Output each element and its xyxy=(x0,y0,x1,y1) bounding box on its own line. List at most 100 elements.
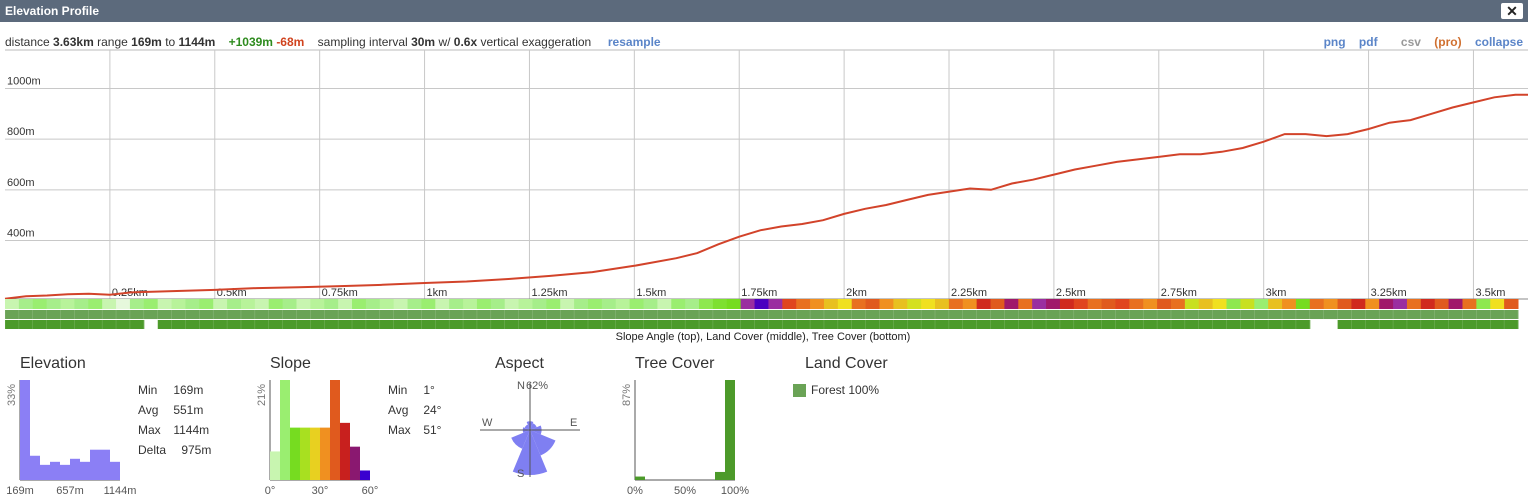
hist-bar xyxy=(330,380,340,480)
hist-bar xyxy=(90,449,100,480)
slope-strip-cell xyxy=(310,299,325,309)
tree-cover-strip-cell xyxy=(1379,320,1394,329)
slope-strip-cell xyxy=(268,299,284,309)
slope-strip-cell xyxy=(1406,299,1422,309)
resample-link[interactable]: resample xyxy=(607,35,661,49)
hist-bar xyxy=(715,471,725,480)
tree-cover-strip-cell xyxy=(46,320,62,329)
slope-strip-cell xyxy=(129,299,145,309)
land-cover-strip-cell xyxy=(227,310,242,319)
with-label: w/ xyxy=(438,35,451,49)
land-cover-strip-cell xyxy=(407,310,422,319)
elevation-stats: Min 169m Avg 551m Max 1144m Delta 975m xyxy=(138,380,211,460)
tree-cover-strip-cell xyxy=(1073,320,1089,329)
slope-strip-cell xyxy=(1004,299,1019,309)
land-cover-strip-cell xyxy=(240,310,256,319)
land-cover-strip-cell xyxy=(685,310,700,319)
slope-strip-cell xyxy=(338,299,353,309)
tree-cover-title: Tree Cover xyxy=(635,355,715,372)
slope-title: Slope xyxy=(270,355,311,372)
tree-cover-strip-cell xyxy=(740,320,756,329)
exaggeration-value: 0.6x xyxy=(453,35,478,49)
slope-strip-cell xyxy=(32,299,48,309)
tree-cover-histogram: 87% 0% 50% 100% xyxy=(621,380,749,497)
tree-cover-strip-cell xyxy=(60,320,75,329)
png-link[interactable]: png xyxy=(1323,35,1346,49)
slope-strip-cell xyxy=(657,299,672,309)
tree-cover-strip-cell xyxy=(907,320,922,329)
land-cover-strip-cell xyxy=(1115,310,1130,319)
tree-cover-strip-cell xyxy=(268,320,284,329)
land-cover-strip-cell xyxy=(1379,310,1394,319)
close-button[interactable]: ✕ xyxy=(1501,3,1523,19)
hist-bar xyxy=(20,380,30,480)
land-cover-legend: Forest 100% xyxy=(793,383,879,398)
hist-bar xyxy=(300,427,310,480)
slope-strip-cell xyxy=(1073,299,1089,309)
csv-link[interactable]: csv (pro) xyxy=(1391,35,1462,49)
stat-row: Min 1° xyxy=(388,380,441,400)
land-cover-strip-cell xyxy=(782,310,797,319)
tree-cover-strip-cell xyxy=(935,320,950,329)
tree-cover-strip-cell xyxy=(365,320,381,329)
tree-cover-strip-cell xyxy=(823,320,839,329)
elevation-section: Elevation xyxy=(20,355,86,373)
collapse-link[interactable]: collapse xyxy=(1474,35,1523,49)
land-cover-swatch xyxy=(793,384,806,398)
slope-strip-cell xyxy=(352,299,367,309)
elevation-histogram: 33% 169m 657m 1144m xyxy=(6,380,136,497)
hist-bar xyxy=(30,455,40,480)
tree-cover-strip-cell xyxy=(629,320,645,329)
tree-cover-max-pct: 87% xyxy=(621,384,633,406)
slope-strip-cell xyxy=(185,299,200,309)
slope-strip-cell xyxy=(643,299,658,309)
land-cover-strip-cell xyxy=(1337,310,1352,319)
y-tick-label: 400m xyxy=(7,227,35,239)
elevation-max-pct: 33% xyxy=(6,384,18,406)
land-cover-strip-cell xyxy=(324,310,339,319)
hist-x-label: 657m xyxy=(56,485,84,497)
stat-key: Min xyxy=(388,383,408,397)
stat-row: Delta 975m xyxy=(138,440,211,460)
land-cover-strip-cell xyxy=(463,310,478,319)
tree-cover-strip-cell xyxy=(893,320,908,329)
tree-cover-strip-cell xyxy=(88,320,103,329)
land-cover-strip-cell xyxy=(657,310,672,319)
slope-strip-cell xyxy=(587,299,603,309)
slope-strip-cell xyxy=(1323,299,1339,309)
hist-bar xyxy=(60,464,70,480)
tree-cover-strip-cell xyxy=(712,320,728,329)
land-cover-strip-cell xyxy=(907,310,922,319)
tree-cover-strip-cell xyxy=(5,320,20,329)
slope-strip-cell xyxy=(1157,299,1172,309)
land-cover-strip-cell xyxy=(1212,310,1227,319)
tree-cover-strip-cell xyxy=(1393,320,1408,329)
land-cover-strip-cell xyxy=(60,310,75,319)
slope-strip-cell xyxy=(1018,299,1033,309)
tree-cover-strip-cell xyxy=(1184,320,1200,329)
land-cover-strip-cell xyxy=(1046,310,1061,319)
slope-strip-cell xyxy=(199,299,214,309)
pdf-link[interactable]: pdf xyxy=(1358,35,1378,49)
slope-strip-cell xyxy=(1448,299,1463,309)
land-cover-strip-cell xyxy=(629,310,645,319)
land-cover-strip-cell xyxy=(490,310,506,319)
slope-strip-cell xyxy=(1198,299,1214,309)
slope-strip-cell xyxy=(685,299,700,309)
stat-row: Max 1144m xyxy=(138,420,211,440)
hist-bar xyxy=(290,427,300,480)
slope-strip-cell xyxy=(421,299,436,309)
land-cover-strip-cell xyxy=(185,310,200,319)
slope-max-pct: 21% xyxy=(256,384,268,406)
land-cover-legend-item: Forest 100% xyxy=(793,383,879,398)
tree-cover-strip-cell xyxy=(532,320,547,329)
tree-cover-strip-cell xyxy=(976,320,992,329)
tree-cover-strip-cell xyxy=(962,320,978,329)
tree-cover-strip-cell xyxy=(1226,320,1241,329)
slope-strip-cell xyxy=(1046,299,1061,309)
land-cover-strip-cell xyxy=(171,310,186,319)
slope-strip-cell xyxy=(518,299,533,309)
csv-label: csv xyxy=(1400,35,1421,49)
hist-bar xyxy=(80,461,90,480)
